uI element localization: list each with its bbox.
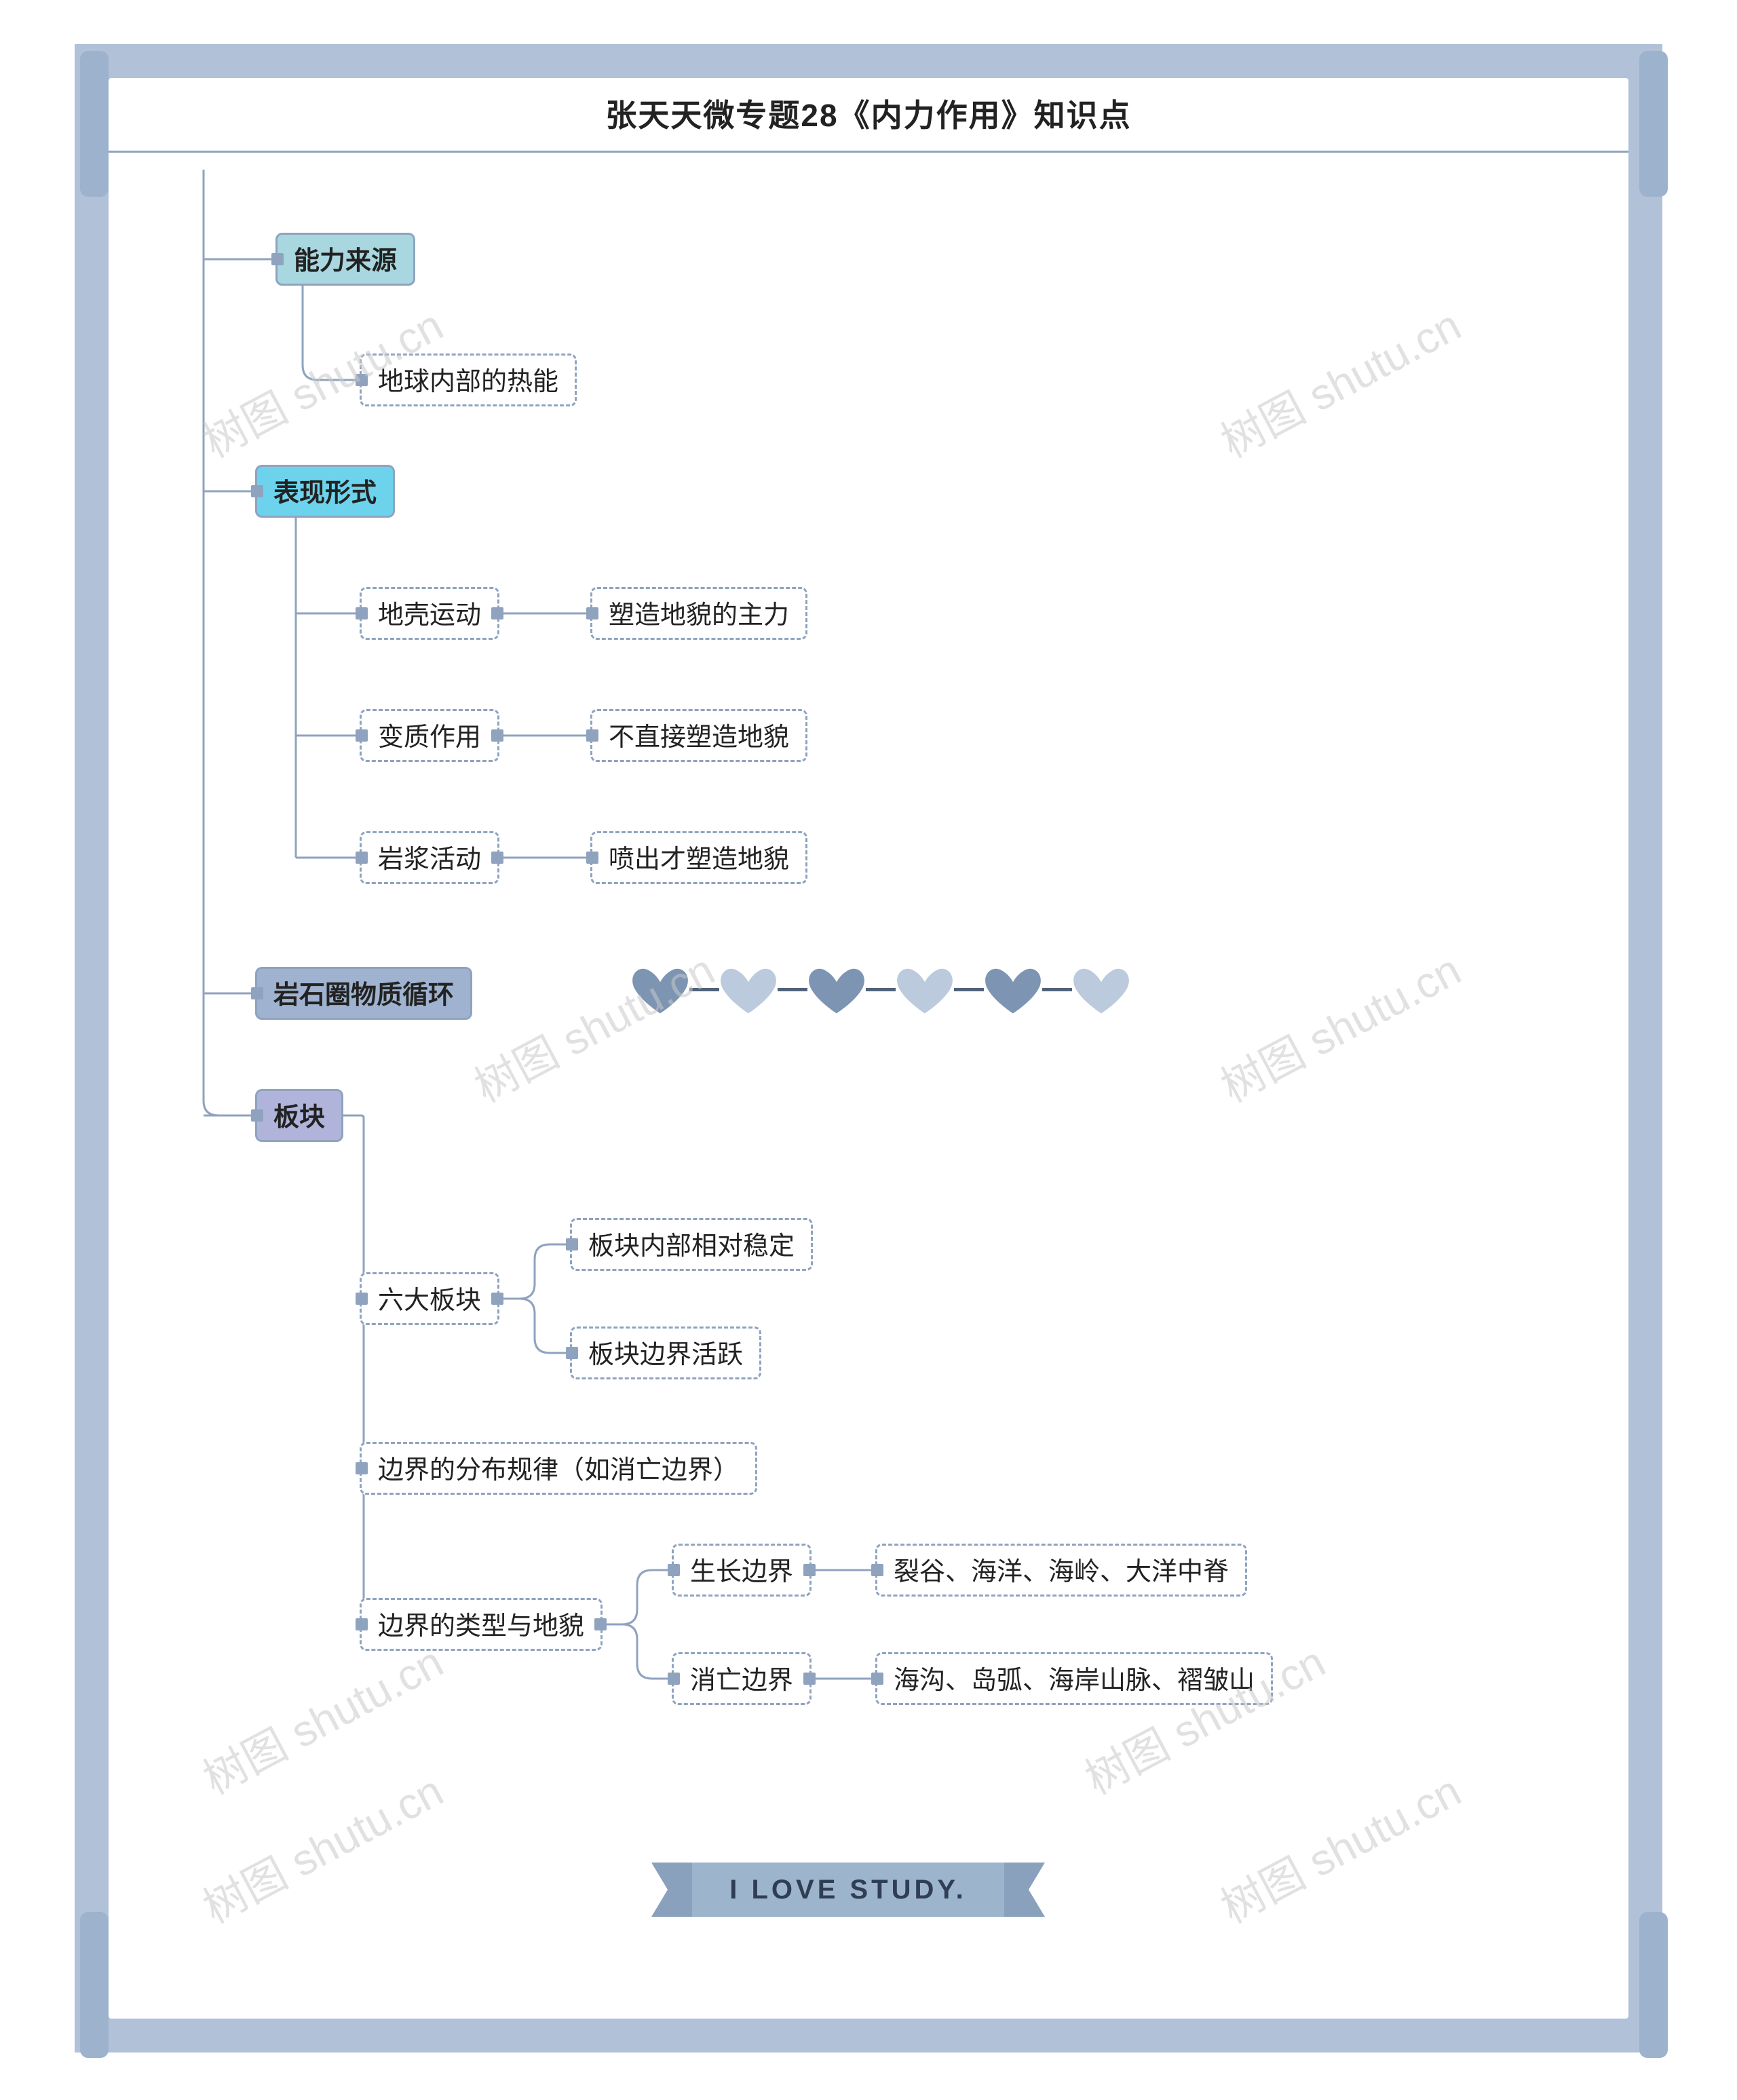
node-s2c1: 喷出才塑造地貌 [590,831,807,884]
heart-icon [631,963,689,1016]
stage: 张天天微专题28《内力作用》知识点 能力来源地球内部的热能表现形式地壳运动 塑造地… [109,78,1628,2019]
connector-tick [586,729,598,742]
node-s2b: 变质作用 [360,709,499,762]
banner-label: I LOVE STUDY. [692,1863,1004,1917]
connector-tick [491,852,503,864]
node-s4c: 边界的类型与地貌 [360,1598,603,1651]
node-s2a: 地壳运动 [360,587,499,640]
banner-end [651,1863,692,1917]
node-label: 塑造地貌的主力 [590,587,807,640]
node-s2c: 岩浆活动 [360,831,499,884]
connector-tick [594,1618,607,1630]
watermark: 树图 shutu.cn [1208,936,1470,1114]
node-s4a2: 板块边界活跃 [570,1326,761,1379]
node-label: 裂谷、海洋、海岭、大洋中脊 [875,1544,1247,1597]
connector-tick [586,852,598,864]
node-s4c1: 生长边界 [672,1544,812,1597]
connector-tick [491,607,503,619]
node-label: 消亡边界 [672,1652,812,1705]
connector-tick [566,1347,578,1359]
heart-icon [984,963,1042,1016]
node-label: 变质作用 [360,709,499,762]
connector-tick [251,1109,263,1122]
node-s2a1: 塑造地貌的主力 [590,587,807,640]
watermark: 树图 shutu.cn [1208,1757,1470,1935]
heart-icon [719,963,778,1016]
node-label: 板块内部相对稳定 [570,1218,813,1271]
node-label: 能力来源 [275,233,415,286]
node-label: 板块 [255,1089,343,1142]
node-s4: 板块 [255,1089,343,1142]
node-s4a: 六大板块 [360,1272,499,1325]
node-label: 海沟、岛弧、海岸山脉、褶皱山 [875,1652,1273,1705]
node-s4c2: 消亡边界 [672,1652,812,1705]
node-s4c1a: 裂谷、海洋、海岭、大洋中脊 [875,1544,1247,1597]
node-s4b: 边界的分布规律（如消亡边界） [360,1442,757,1495]
watermark: 树图 shutu.cn [1208,291,1470,470]
node-s2: 表现形式 [255,465,395,518]
connector-tick [356,1462,368,1474]
node-label: 板块边界活跃 [570,1326,761,1379]
heart-connector [689,988,719,991]
watermark: 树图 shutu.cn [191,1628,453,1806]
connector-tick [251,987,263,999]
node-s3: 岩石圈物质循环 [255,967,472,1020]
watermark: 树图 shutu.cn [191,1757,453,1935]
connector-tick [586,607,598,619]
node-label: 边界的分布规律（如消亡边界） [360,1442,757,1495]
node-label: 地球内部的热能 [360,354,577,406]
connector-tick [356,1618,368,1630]
heart-icon [807,963,866,1016]
title-bar: 张天天微专题28《内力作用》知识点 [109,78,1628,153]
heart-icon [1072,963,1130,1016]
connector-tick [356,729,368,742]
corner-decoration [1639,51,1668,197]
connector-tick [491,729,503,742]
node-label: 表现形式 [255,465,395,518]
connector-tick [871,1564,883,1576]
connector-layer [109,78,1628,2019]
connector-tick [668,1564,680,1576]
connector-tick [271,253,284,265]
node-label: 岩石圈物质循环 [255,967,472,1020]
node-label: 岩浆活动 [360,831,499,884]
heart-connector [954,988,984,991]
connector-tick [356,1293,368,1305]
connector-tick [803,1673,816,1685]
node-label: 边界的类型与地貌 [360,1598,603,1651]
connector-tick [803,1564,816,1576]
node-s2b1: 不直接塑造地貌 [590,709,807,762]
node-label: 生长边界 [672,1544,812,1597]
heart-connector [866,988,896,991]
heart-icon [896,963,954,1016]
node-s4c2a: 海沟、岛弧、海岸山脉、褶皱山 [875,1652,1273,1705]
connector-tick [668,1673,680,1685]
connector-tick [871,1673,883,1685]
node-label: 地壳运动 [360,587,499,640]
hearts-decoration [631,963,1130,1016]
node-s1: 能力来源 [275,233,415,286]
heart-connector [778,988,807,991]
corner-decoration [80,51,109,197]
node-label: 不直接塑造地貌 [590,709,807,762]
connector-tick [356,374,368,386]
banner: I LOVE STUDY. [658,1863,1038,1917]
corner-decoration [80,1912,109,2058]
connector-tick [566,1238,578,1251]
node-s1a: 地球内部的热能 [360,354,577,406]
connector-tick [356,852,368,864]
corner-decoration [1639,1912,1668,2058]
node-s4a1: 板块内部相对稳定 [570,1218,813,1271]
heart-connector [1042,988,1072,991]
connector-tick [356,607,368,619]
node-label: 喷出才塑造地貌 [590,831,807,884]
node-label: 六大板块 [360,1272,499,1325]
banner-end [1004,1863,1045,1917]
connector-tick [491,1293,503,1305]
connector-tick [251,485,263,497]
page-title: 张天天微专题28《内力作用》知识点 [605,98,1131,133]
